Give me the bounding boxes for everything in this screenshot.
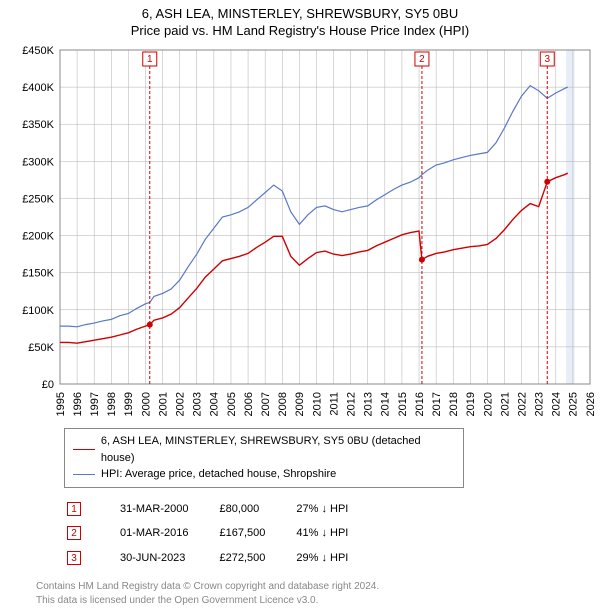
- svg-text:2009: 2009: [294, 392, 306, 416]
- svg-text:2020: 2020: [482, 392, 494, 416]
- svg-text:2003: 2003: [192, 392, 204, 416]
- svg-text:2012: 2012: [345, 392, 357, 416]
- marker-diff: 41% ↓ HPI: [295, 522, 376, 545]
- legend-swatch-hpi: [73, 474, 95, 475]
- svg-text:2008: 2008: [277, 392, 289, 416]
- svg-text:£200K: £200K: [22, 231, 54, 243]
- svg-text:£0: £0: [42, 379, 54, 391]
- svg-text:2019: 2019: [465, 392, 477, 416]
- svg-text:2002: 2002: [175, 392, 187, 416]
- svg-text:£100K: £100K: [22, 305, 54, 317]
- marker-date: 31-MAR-2000: [119, 498, 216, 521]
- legend-label-hpi: HPI: Average price, detached house, Shro…: [101, 466, 336, 483]
- legend: 6, ASH LEA, MINSTERLEY, SHREWSBURY, SY5 …: [64, 428, 464, 488]
- svg-text:2007: 2007: [260, 392, 272, 416]
- svg-text:1996: 1996: [72, 392, 84, 416]
- svg-text:1997: 1997: [89, 392, 101, 416]
- svg-text:2016: 2016: [414, 392, 426, 416]
- svg-text:1: 1: [147, 54, 153, 65]
- svg-text:£150K: £150K: [22, 268, 54, 280]
- footer-line-2: This data is licensed under the Open Gov…: [36, 594, 600, 608]
- marker-row: 2 01-MAR-2016 £167,500 41% ↓ HPI: [66, 522, 376, 545]
- svg-text:2011: 2011: [328, 392, 340, 416]
- svg-text:2014: 2014: [380, 392, 392, 416]
- marker-row: 3 30-JUN-2023 £272,500 29% ↓ HPI: [66, 547, 376, 570]
- svg-text:3: 3: [544, 54, 550, 65]
- svg-text:2025: 2025: [568, 392, 580, 416]
- marker-row: 1 31-MAR-2000 £80,000 27% ↓ HPI: [66, 498, 376, 521]
- svg-text:£250K: £250K: [22, 193, 54, 205]
- svg-text:2005: 2005: [226, 392, 238, 416]
- svg-text:1999: 1999: [123, 392, 135, 416]
- chart-plot-area: £0 £50K £100K £150K £200K £250K £300K £350K £400…: [0, 42, 600, 422]
- svg-text:2010: 2010: [311, 392, 323, 416]
- svg-text:£350K: £350K: [22, 119, 54, 131]
- svg-text:£400K: £400K: [22, 82, 54, 94]
- svg-text:2017: 2017: [431, 392, 443, 416]
- svg-text:2022: 2022: [516, 392, 528, 416]
- svg-text:2000: 2000: [140, 392, 152, 416]
- chart-titles: 6, ASH LEA, MINSTERLEY, SHREWSBURY, SY5 …: [0, 0, 600, 42]
- marker-badge-icon: 3: [67, 551, 81, 565]
- marker-diff: 29% ↓ HPI: [295, 547, 376, 570]
- marker-price: £167,500: [218, 522, 293, 545]
- marker-date: 30-JUN-2023: [119, 547, 216, 570]
- svg-text:£450K: £450K: [22, 45, 54, 57]
- marker-badge-icon: 1: [67, 502, 81, 516]
- legend-label-price: 6, ASH LEA, MINSTERLEY, SHREWSBURY, SY5 …: [101, 433, 455, 466]
- marker-table: 1 31-MAR-2000 £80,000 27% ↓ HPI 2 01-MAR…: [64, 496, 378, 573]
- svg-text:2018: 2018: [448, 392, 460, 416]
- legend-item-price: 6, ASH LEA, MINSTERLEY, SHREWSBURY, SY5 …: [73, 433, 455, 466]
- marker-badge-icon: 2: [67, 526, 81, 540]
- svg-text:2: 2: [419, 54, 425, 65]
- marker-date: 01-MAR-2016: [119, 522, 216, 545]
- footer-attribution: Contains HM Land Registry data © Crown c…: [36, 580, 600, 608]
- marker-diff: 27% ↓ HPI: [295, 498, 376, 521]
- title-line-2: Price paid vs. HM Land Registry's House …: [0, 23, 600, 38]
- svg-text:2026: 2026: [585, 392, 597, 416]
- svg-text:2024: 2024: [551, 392, 563, 416]
- svg-text:2004: 2004: [209, 392, 221, 416]
- svg-text:2021: 2021: [499, 392, 511, 416]
- chart-container: 6, ASH LEA, MINSTERLEY, SHREWSBURY, SY5 …: [0, 0, 600, 608]
- svg-text:2001: 2001: [157, 392, 169, 416]
- svg-text:2023: 2023: [534, 392, 546, 416]
- svg-text:£300K: £300K: [22, 156, 54, 168]
- svg-text:2013: 2013: [363, 392, 375, 416]
- footer-line-1: Contains HM Land Registry data © Crown c…: [36, 580, 600, 594]
- legend-item-hpi: HPI: Average price, detached house, Shro…: [73, 466, 455, 483]
- svg-text:2015: 2015: [397, 392, 409, 416]
- svg-text:1995: 1995: [55, 392, 67, 416]
- svg-text:2006: 2006: [243, 392, 255, 416]
- marker-price: £80,000: [218, 498, 293, 521]
- marker-price: £272,500: [218, 547, 293, 570]
- svg-text:1998: 1998: [106, 392, 118, 416]
- svg-text:£50K: £50K: [28, 342, 54, 354]
- title-line-1: 6, ASH LEA, MINSTERLEY, SHREWSBURY, SY5 …: [0, 6, 600, 21]
- chart-svg: £0 £50K £100K £150K £200K £250K £300K £350K £400…: [0, 42, 600, 422]
- legend-swatch-price: [73, 449, 95, 450]
